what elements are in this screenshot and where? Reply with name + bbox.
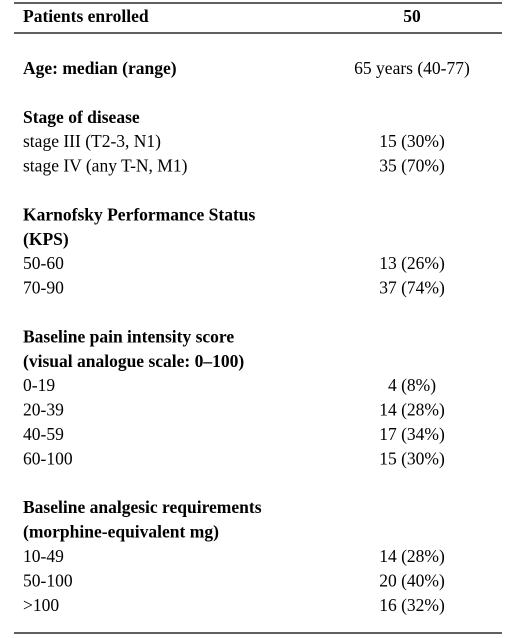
row-label: 20-39 bbox=[23, 400, 64, 420]
row-label: 70-90 bbox=[23, 278, 64, 298]
row-value: 4 (8%) bbox=[388, 375, 436, 395]
section-heading: (morphine-equivalent mg) bbox=[23, 522, 219, 542]
row-label: stage III (T2-3, N1) bbox=[23, 131, 161, 151]
row-value: 15 (30%) bbox=[379, 448, 445, 468]
header-label: Patients enrolled bbox=[23, 6, 149, 26]
row-value: 37 (74%) bbox=[379, 278, 445, 298]
row-label: 50-100 bbox=[23, 570, 73, 590]
row-value: 14 (28%) bbox=[379, 400, 445, 420]
section-heading: Baseline analgesic requirements bbox=[23, 497, 262, 517]
row-label: 40-59 bbox=[23, 424, 64, 444]
header-value: 50 bbox=[403, 6, 421, 26]
row-label: 0-19 bbox=[23, 375, 55, 395]
row-label: 50-60 bbox=[23, 253, 64, 273]
row-label: stage IV (any T-N, M1) bbox=[23, 156, 188, 176]
section-heading: (visual analogue scale: 0–100) bbox=[23, 351, 244, 371]
section-heading: Baseline pain intensity score bbox=[23, 326, 234, 346]
row-value: 13 (26%) bbox=[379, 253, 445, 273]
section-heading: Karnofsky Performance Status bbox=[23, 204, 256, 224]
section-heading: (KPS) bbox=[23, 229, 69, 249]
section-value: 65 years (40-77) bbox=[354, 58, 470, 78]
row-value: 20 (40%) bbox=[379, 570, 445, 590]
section-heading: Age: median (range) bbox=[23, 58, 177, 78]
row-label: 60-100 bbox=[23, 448, 73, 468]
row-label: >100 bbox=[23, 595, 59, 615]
row-value: 35 (70%) bbox=[379, 156, 445, 176]
row-value: 15 (30%) bbox=[379, 131, 445, 151]
row-label: 10-49 bbox=[23, 546, 64, 566]
row-value: 14 (28%) bbox=[379, 546, 445, 566]
section-heading: Stage of disease bbox=[23, 107, 140, 127]
row-value: 16 (32%) bbox=[379, 595, 445, 615]
row-value: 17 (34%) bbox=[379, 424, 445, 444]
